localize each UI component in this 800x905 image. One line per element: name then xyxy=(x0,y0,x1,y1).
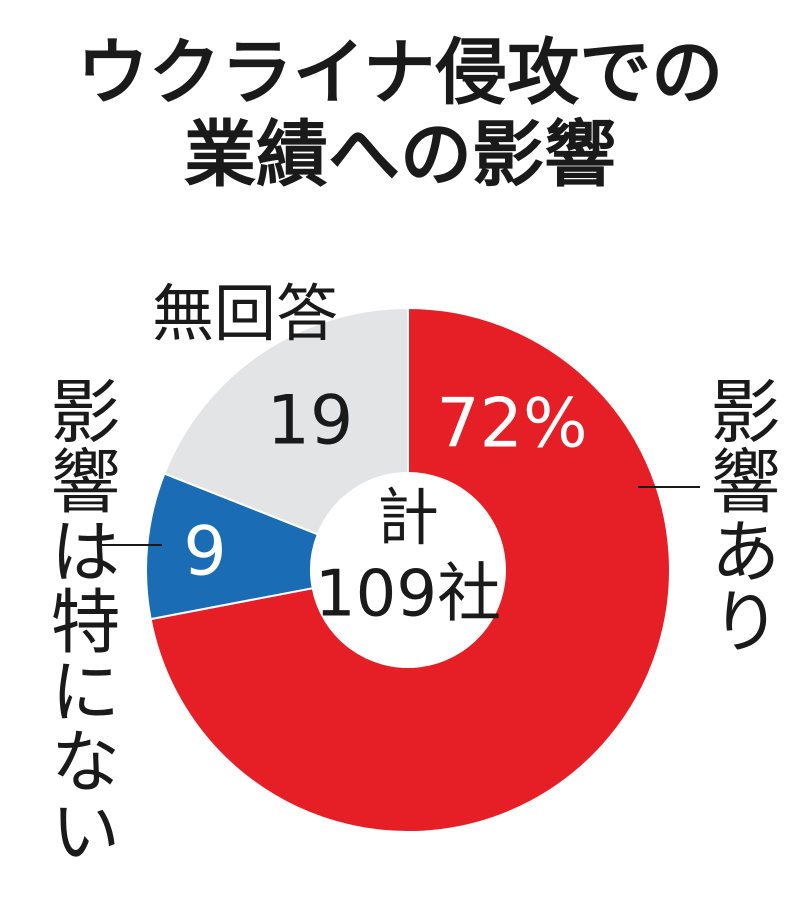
donut-slice xyxy=(163,306,409,536)
category-label: 影響は特にない xyxy=(39,375,121,865)
value-label: 9 xyxy=(183,513,226,592)
category-label: 影響あり xyxy=(699,375,781,655)
value-label: 19 xyxy=(267,382,354,461)
category-label: 無回答 xyxy=(152,277,338,350)
center-label: 109社 xyxy=(315,558,501,632)
value-label: 72% xyxy=(436,385,587,464)
chart-title: ウクライナ侵攻での xyxy=(77,31,724,115)
chart-title: 業績への影響 xyxy=(184,113,616,197)
center-label: 計 xyxy=(377,481,439,554)
donut-slice xyxy=(149,306,671,833)
